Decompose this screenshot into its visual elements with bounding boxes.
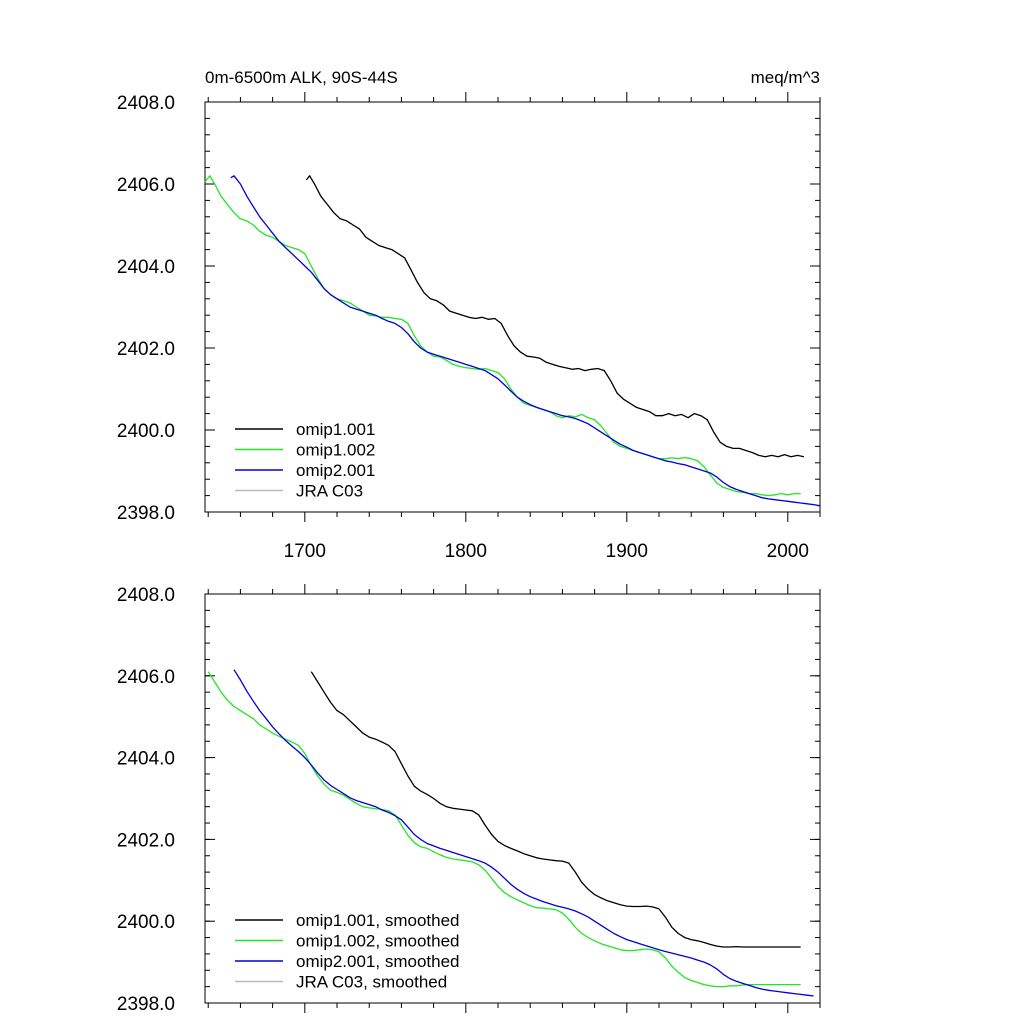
x-tick-label: 1700: [284, 541, 326, 562]
y-tick-label: 2402.0: [117, 339, 175, 360]
legend-label: JRA C03: [296, 482, 363, 501]
y-tick-label: 2406.0: [117, 175, 175, 196]
figure-title: 0m-6500m ALK, 90S-44S: [205, 68, 398, 87]
panel-bottom: 2398.0 2400.0 2402.0 2404.0 2406.0 2408.0 omip…: [117, 584, 821, 1015]
y-tick-label: 2402.0: [117, 830, 175, 851]
x-tick-label: 2000: [767, 541, 809, 562]
y-tick-label: 2404.0: [117, 257, 175, 278]
legend-label: JRA C03, smoothed: [296, 973, 447, 992]
series-line: [310, 671, 801, 948]
legend-label: omip2.001: [296, 461, 375, 480]
y-tick-label: 2408.0: [117, 585, 175, 606]
x-tick-label: 1800: [445, 541, 487, 562]
y-tick-label: 2398.0: [117, 503, 175, 524]
y-tick-label: 2408.0: [117, 93, 175, 114]
y-tick-label: 2398.0: [117, 994, 175, 1015]
series-line: [204, 175, 801, 497]
plot-frame: [204, 101, 821, 513]
y-tick-label: 2404.0: [117, 749, 175, 770]
series-line: [305, 175, 805, 458]
series-line: [230, 175, 821, 507]
panel-top: 1700 1800 1900 2000 2398.0 2400.0 2402.0 2404.0…: [117, 92, 821, 562]
legend-label: omip1.001, smoothed: [296, 911, 460, 930]
figure-units: meq/m^3: [751, 68, 820, 87]
legend-label: omip1.002: [296, 441, 375, 460]
series-line: [207, 671, 801, 988]
x-tick-label: 1900: [606, 541, 648, 562]
legend-label: omip1.002, smoothed: [296, 932, 460, 951]
plot-frame: [204, 593, 821, 1004]
legend-label: omip2.001, smoothed: [296, 952, 460, 971]
y-tick-label: 2406.0: [117, 667, 175, 688]
series-line: [233, 669, 814, 997]
legend-label: omip1.001: [296, 420, 375, 439]
y-tick-label: 2400.0: [117, 912, 175, 933]
y-tick-label: 2400.0: [117, 421, 175, 442]
